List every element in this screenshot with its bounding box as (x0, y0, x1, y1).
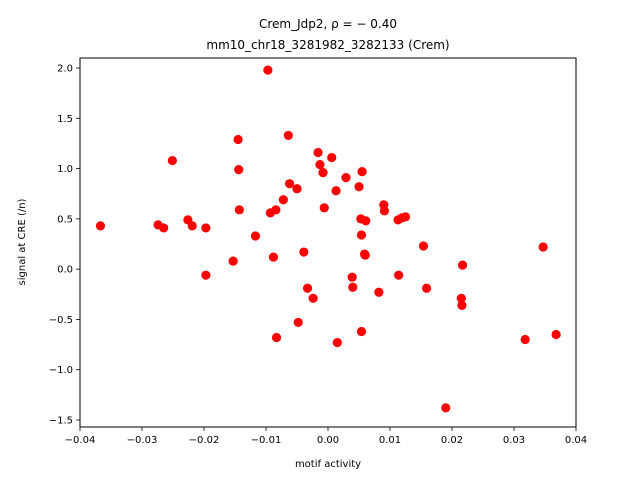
data-point (278, 195, 288, 205)
x-tick-label: 0.01 (379, 435, 401, 446)
y-tick-label: 2.0 (57, 64, 73, 75)
x-axis-label: motif activity (295, 459, 361, 470)
data-point (332, 337, 342, 348)
data-point (347, 272, 357, 282)
data-point (457, 260, 468, 270)
data-point (520, 334, 530, 345)
data-point (95, 221, 106, 231)
data-point (233, 134, 243, 145)
data-point (394, 270, 404, 280)
data-point (268, 252, 279, 262)
y-tick-label: 0.0 (57, 265, 73, 276)
data-point (159, 223, 169, 233)
data-point (283, 130, 293, 141)
data-point (271, 332, 282, 343)
data-point (313, 147, 323, 158)
data-point (418, 241, 429, 251)
y-tick-label: 1.5 (57, 114, 73, 125)
x-tick-label: 0.00 (317, 435, 339, 446)
x-tick-label: −0.01 (251, 435, 282, 446)
data-point (341, 173, 351, 183)
data-point (201, 223, 211, 233)
y-tick-label: −1.0 (49, 365, 73, 376)
data-point (374, 287, 384, 297)
data-point (284, 179, 295, 189)
x-tick-label: 0.04 (565, 435, 587, 446)
y-tick-label: 1.0 (57, 164, 73, 175)
plot-frame (79, 57, 577, 428)
data-point (357, 167, 367, 177)
data-point (360, 250, 370, 260)
data-point (400, 212, 411, 222)
data-point (354, 182, 364, 192)
x-tick-label: 0.02 (441, 435, 463, 446)
data-point (356, 230, 367, 240)
data-point (263, 65, 273, 75)
data-point (228, 256, 238, 266)
data-point (441, 403, 451, 413)
data-point (293, 317, 303, 328)
x-tick-label: −0.02 (189, 435, 220, 446)
x-axis-ticks: −0.04 −0.03 −0.02 −0.01 0.00 0.01 0.02 0.03 0.04 (65, 427, 587, 446)
data-point (457, 300, 467, 310)
data-point (308, 293, 318, 303)
y-tick-label: −1.5 (49, 415, 73, 426)
data-point (331, 186, 341, 196)
data-point (361, 216, 371, 226)
data-point (315, 159, 325, 170)
data-points (95, 65, 561, 413)
data-point (271, 205, 281, 215)
chart-title-line2: mm10_chr18_3281982_3282133 (Crem) (206, 38, 449, 52)
data-point (250, 231, 261, 241)
data-point (551, 329, 561, 340)
data-point (167, 155, 177, 166)
data-point (302, 283, 313, 293)
x-tick-label: −0.03 (127, 435, 158, 446)
chart-title-line1: Crem_Jdp2, ρ = − 0.40 (259, 17, 397, 31)
data-point (292, 184, 302, 194)
data-point (319, 203, 329, 213)
data-point (538, 242, 548, 252)
data-point (234, 205, 244, 215)
data-point (201, 270, 211, 280)
y-tick-label: −0.5 (49, 315, 73, 326)
data-point (348, 282, 358, 292)
x-tick-label: −0.04 (65, 435, 96, 446)
data-point (187, 221, 197, 231)
data-point (318, 168, 328, 178)
data-point (234, 165, 244, 175)
data-point (456, 293, 466, 303)
data-point (299, 247, 309, 257)
data-point (379, 206, 390, 216)
x-tick-label: 0.03 (503, 435, 525, 446)
y-axis-ticks: −1.5 −1.0 −0.5 0.0 0.5 1.0 1.5 2.0 (49, 64, 80, 426)
y-axis-label: signal at CRE (/n) (17, 198, 28, 285)
data-point (327, 152, 337, 163)
data-point (421, 283, 432, 293)
data-point (356, 326, 367, 337)
y-tick-label: 0.5 (57, 214, 73, 225)
